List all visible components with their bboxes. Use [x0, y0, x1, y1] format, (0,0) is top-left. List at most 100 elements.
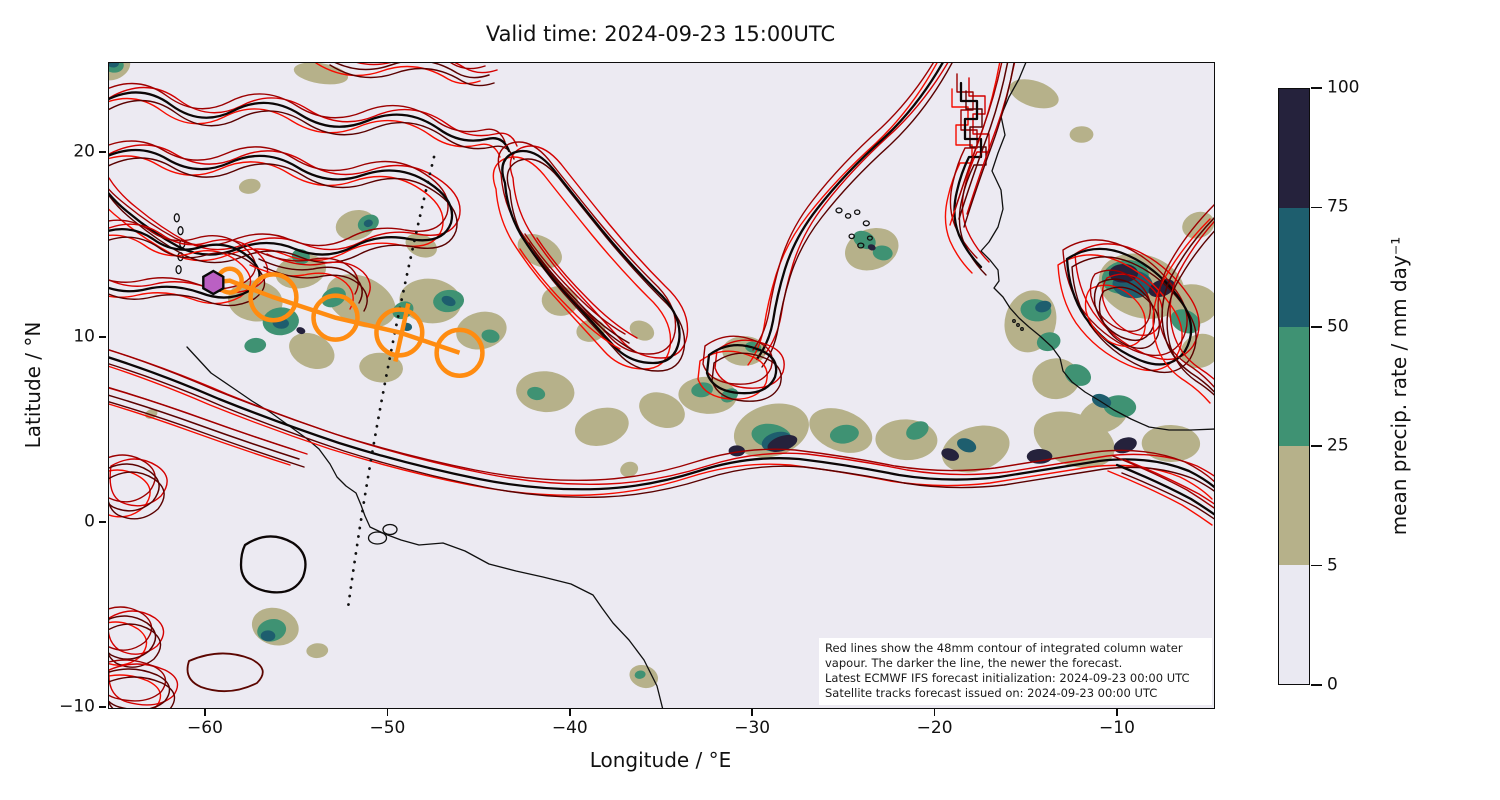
- icwv-contour-line: [533, 250, 635, 352]
- icwv-contour-line: [747, 63, 938, 366]
- y-tick-mark: [99, 706, 106, 708]
- forecast-cross-marker: [393, 302, 411, 362]
- icwv-contour-line: [109, 234, 252, 305]
- precip-cell: [441, 295, 456, 307]
- icwv-contour-line: [449, 63, 486, 70]
- icwv-contour-line: [109, 469, 151, 518]
- icwv-contour-line: [944, 88, 973, 274]
- colorbar-tick-label: 25: [1327, 435, 1349, 456]
- y-tick-label: 0: [84, 511, 95, 532]
- precip-cell: [527, 386, 546, 401]
- precip-cell: [260, 630, 276, 642]
- icwv-contour-line: [109, 365, 1213, 500]
- colorbar-segment: [1279, 208, 1309, 327]
- coastline-africa: [980, 63, 1214, 431]
- precip-cell: [829, 424, 859, 444]
- colorbar-segment: [1279, 565, 1309, 684]
- icwv-contour-line: [697, 350, 768, 400]
- colorbar-tick-mark: [1311, 326, 1322, 328]
- icwv-contour-line: [109, 663, 179, 706]
- icwv-contour-line: [1112, 455, 1214, 509]
- precip-cell: [941, 448, 960, 461]
- icwv-contour-line: [528, 242, 630, 344]
- colorbar-tick-mark: [1311, 684, 1322, 686]
- colorbar-segment: [1279, 446, 1309, 565]
- coastline-south-america: [186, 346, 664, 708]
- x-tick-label: −40: [551, 718, 588, 738]
- icwv-contour-line: [1057, 254, 1183, 372]
- icwv-contour-line: [764, 63, 949, 355]
- forecast-position-circle: [248, 272, 299, 323]
- icwv-contour-line: [109, 606, 153, 651]
- icwv-contour-line: [334, 63, 490, 79]
- icwv-contour-line: [263, 266, 368, 312]
- annotation-line: Satellite tracks forecast issued on: 202…: [825, 685, 1158, 700]
- icwv-contour-line: [109, 223, 269, 294]
- y-tick-mark: [99, 151, 106, 153]
- icwv-contour-line: [1169, 220, 1214, 380]
- icwv-48mm-contours: [109, 63, 1214, 708]
- precip-cell: [957, 438, 977, 453]
- icwv-contour-line: [109, 471, 165, 520]
- x-tick-mark: [386, 709, 389, 716]
- current-position-hexagon-marker: [202, 269, 225, 296]
- colorbar-tick-label: 100: [1327, 77, 1360, 98]
- precip-cell: [1035, 300, 1052, 313]
- icwv-contour-line: [519, 248, 621, 350]
- x-tick-mark: [751, 709, 753, 716]
- y-tick-label: 20: [73, 141, 95, 162]
- icwv-contour-line: [109, 668, 171, 708]
- icwv-contour-line: [109, 144, 461, 251]
- forecast-position-circle: [434, 327, 485, 378]
- storm-forecast-track: [202, 266, 485, 378]
- colorbar-tick-mark: [1311, 564, 1322, 567]
- precip-cell: [639, 392, 685, 428]
- precip-cell: [326, 274, 396, 328]
- icwv-contour-line: [109, 140, 449, 247]
- colorbar-tick-mark: [1311, 445, 1322, 448]
- icwv-contour-line: [492, 156, 672, 370]
- icwv-contour-line: [536, 237, 638, 339]
- x-tick-mark: [933, 709, 936, 716]
- icwv-contour-line: [1161, 217, 1214, 393]
- icwv-contour-line: [356, 63, 498, 74]
- x-tick-mark: [1116, 709, 1118, 716]
- icwv-contour-line: [702, 335, 773, 385]
- icwv-contour-line: [109, 157, 458, 264]
- x-tick-label: −10: [1099, 718, 1135, 738]
- icwv-contour-line: [109, 676, 176, 708]
- precip-cell: [875, 419, 938, 461]
- precip-cell: [109, 63, 119, 68]
- icwv-contour-line: [109, 97, 501, 158]
- icwv-contour-line: [109, 610, 165, 655]
- icwv-contour-line: [1121, 472, 1214, 520]
- icwv-contour-line: [109, 454, 156, 503]
- precip-cell: [1141, 424, 1201, 462]
- icwv-contour-line: [258, 258, 363, 304]
- precip-cell: [516, 371, 575, 413]
- plot-title: Valid time: 2024-09-23 15:00UTC: [485, 22, 836, 46]
- icwv-contour-line: [109, 228, 261, 299]
- colorbar-tick-mark: [1311, 87, 1322, 89]
- x-tick-label: −60: [187, 718, 223, 738]
- icwv-contour-line: [109, 394, 300, 460]
- contour-newest-blob: [239, 535, 307, 594]
- precip-cell: [1036, 332, 1061, 352]
- precip-cell: [289, 332, 335, 369]
- colorbar-segment: [1279, 327, 1309, 446]
- island-delta: [382, 523, 398, 536]
- annotation-line: Latest ECMWF IFS forecast initialization…: [825, 670, 1190, 685]
- icwv-contour-line: [755, 63, 944, 361]
- icwv-contour-line: [109, 148, 454, 256]
- icwv-contour-line: [506, 158, 686, 372]
- x-tick-label: −50: [369, 718, 406, 738]
- precip-cell: [728, 445, 745, 457]
- y-tick-label: −10: [59, 696, 95, 717]
- x-axis-label: Longitude / °E: [589, 748, 732, 772]
- islands-bissau: [1012, 319, 1024, 331]
- icwv-contour-line: [953, 81, 983, 269]
- icwv-contour-line: [329, 64, 495, 87]
- icwv-contour-line: [1166, 230, 1214, 396]
- annotation-line: Red lines show the 48mm contour of integ…: [825, 641, 1183, 655]
